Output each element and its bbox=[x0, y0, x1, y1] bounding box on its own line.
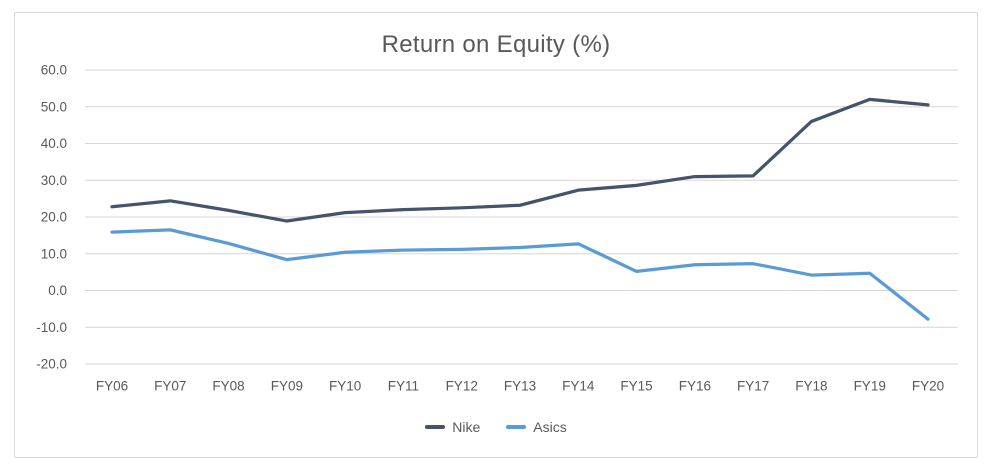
legend-item-nike: Nike bbox=[425, 419, 480, 435]
chart-title: Return on Equity (%) bbox=[381, 31, 611, 58]
chart-frame[interactable]: Return on Equity (%) Nike Asics bbox=[14, 12, 978, 458]
legend-item-asics: Asics bbox=[506, 419, 567, 435]
legend-label-asics: Asics bbox=[533, 419, 567, 435]
nike-line-marker-icon bbox=[425, 425, 446, 429]
legend: Nike Asics bbox=[15, 419, 977, 435]
legend-label-nike: Nike bbox=[452, 419, 481, 435]
asics-line-marker-icon bbox=[506, 425, 527, 429]
